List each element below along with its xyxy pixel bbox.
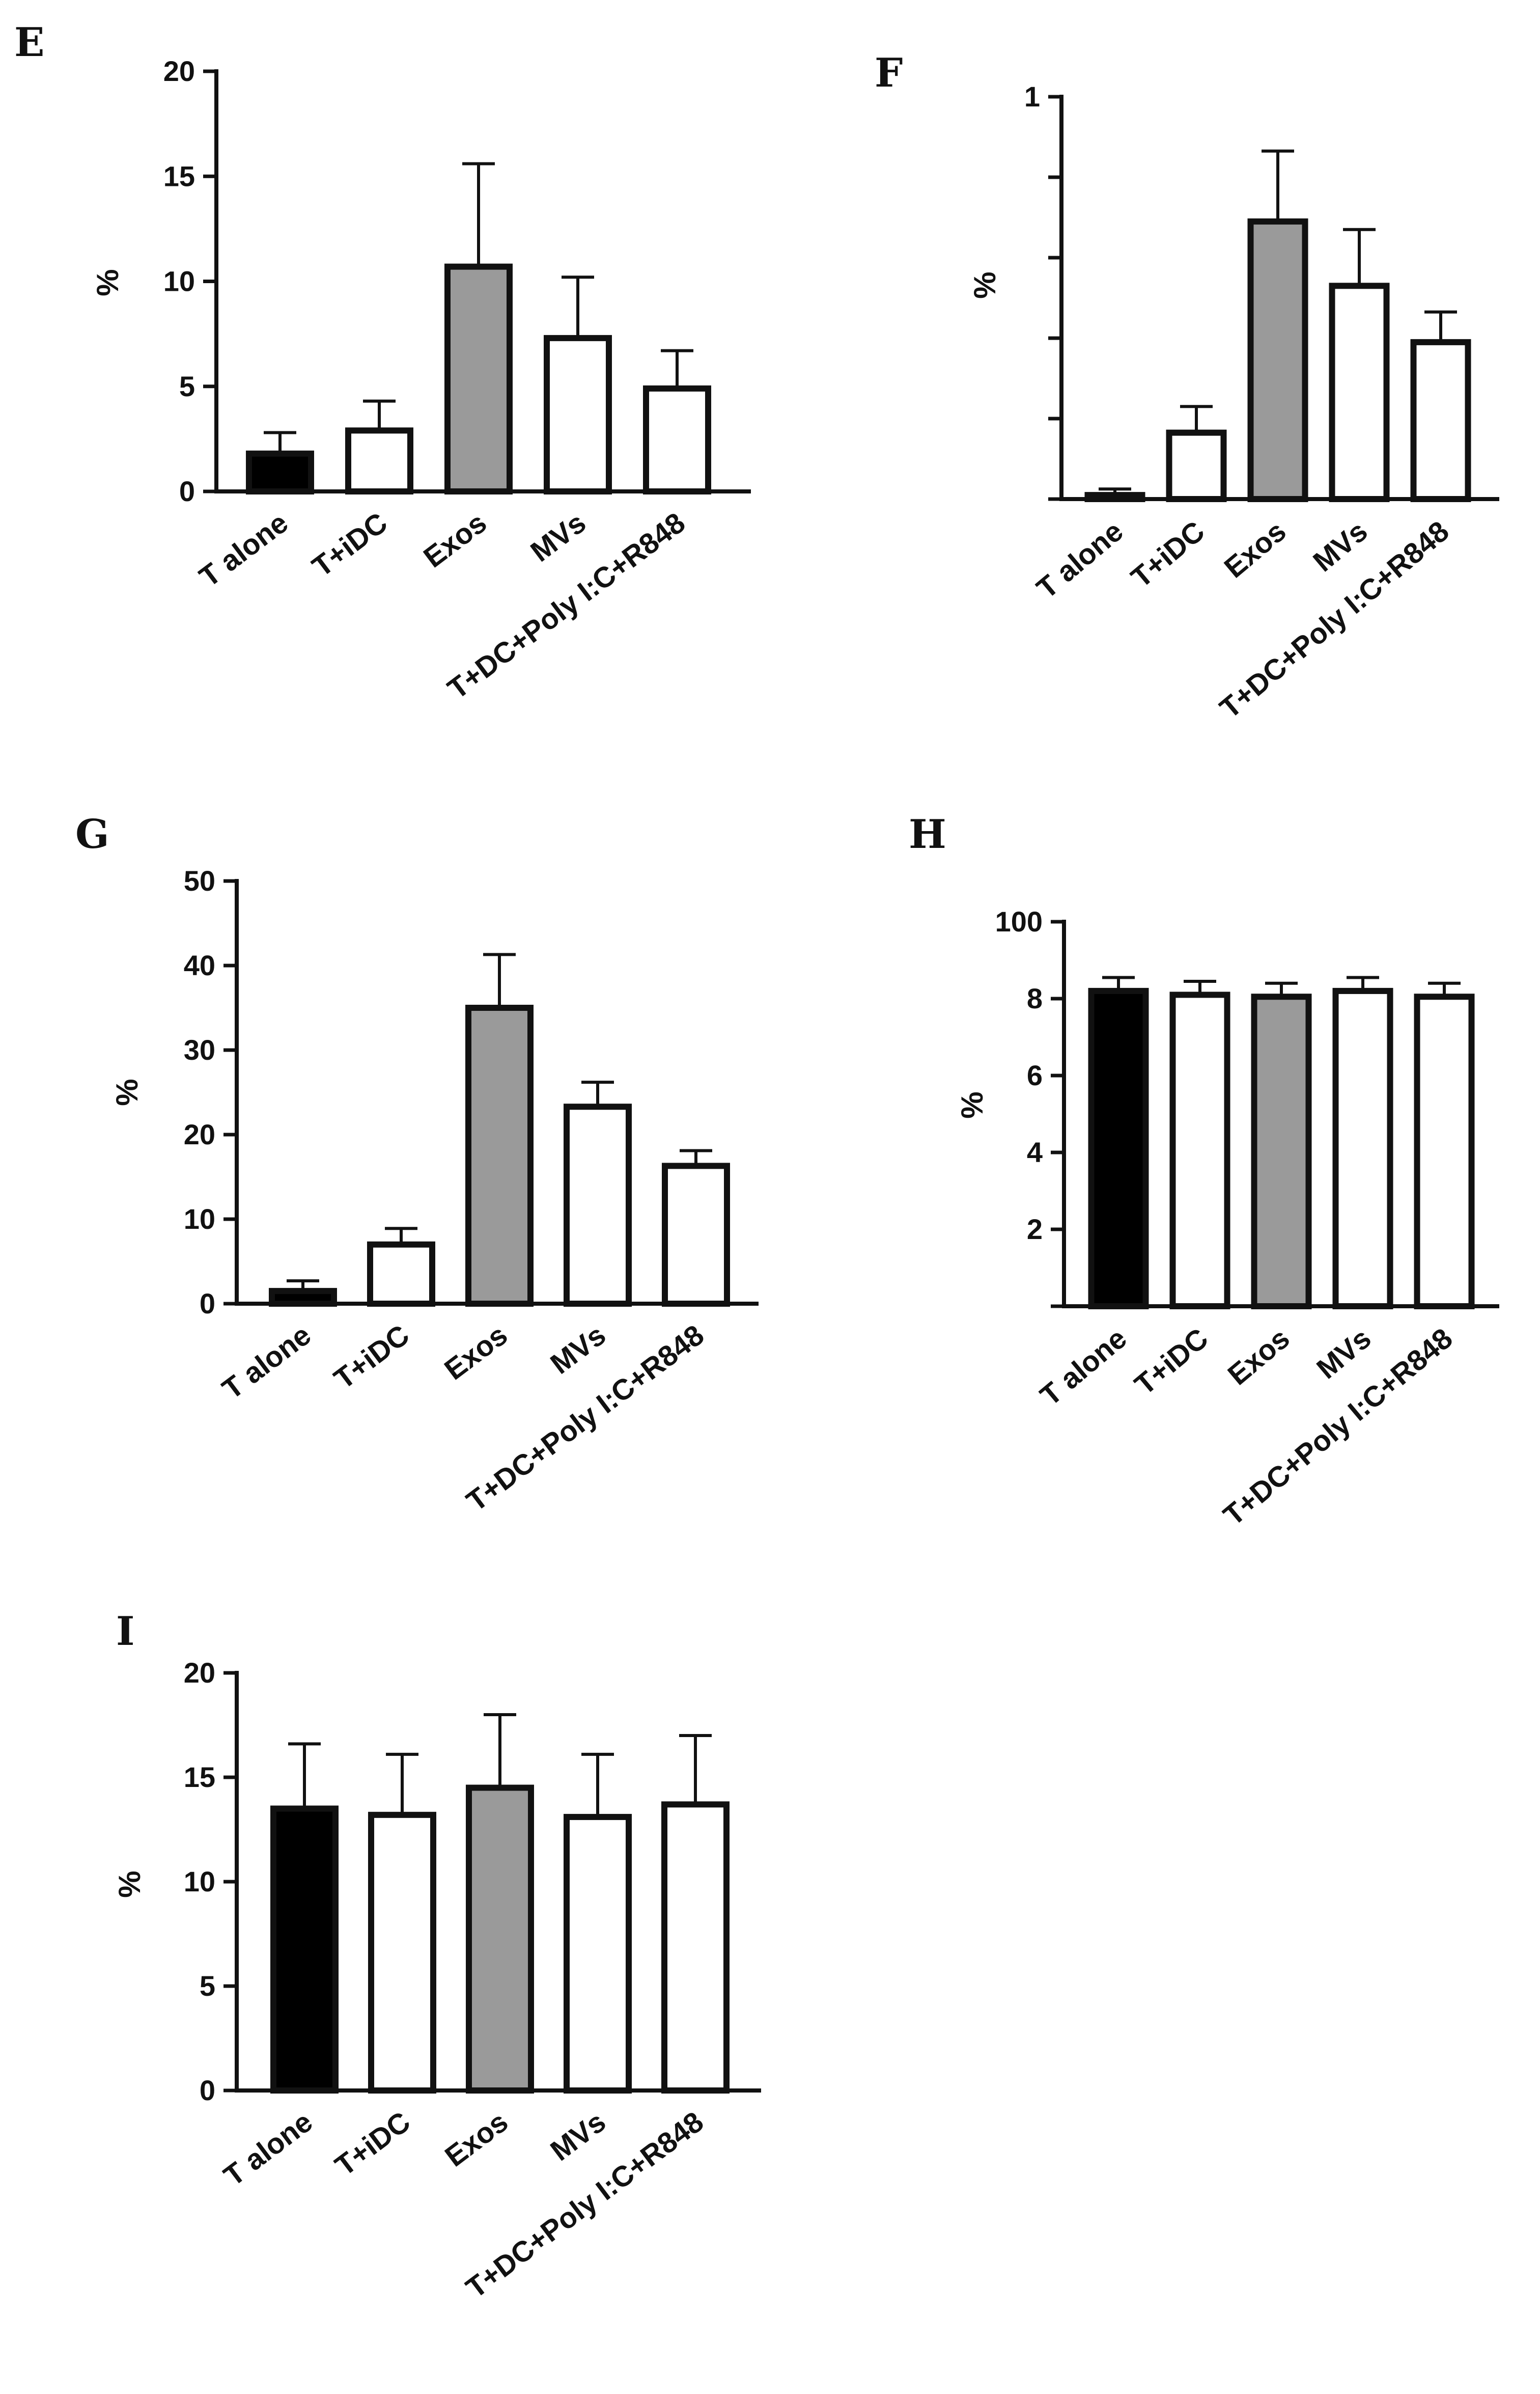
bar-g-3 [564,1104,632,1307]
y-tick-label-i-2: 10 [184,1865,215,1897]
bar-e-0 [246,450,314,494]
y-tick-label-g-5: 50 [184,865,215,897]
y-axis-title-e: % [91,269,125,296]
y-tick-label-i-4: 20 [184,1657,215,1689]
y-tick-label-g-1: 10 [184,1203,215,1235]
bar-g-4 [662,1163,730,1307]
bar-h-2 [1251,994,1312,1309]
y-tick-label-i-3: 15 [184,1761,215,1793]
bar-i-0 [270,1805,339,2094]
y-tick-label-g-4: 40 [184,949,215,981]
bar-f-1 [1166,429,1227,503]
bar-e-1 [345,427,413,494]
y-tick-label-e-0: 0 [179,475,195,507]
y-tick-label-f-5: 1 [1024,80,1040,113]
bar-i-1 [368,1811,436,2094]
bar-f-2 [1247,218,1308,502]
bar-e-3 [544,335,612,494]
y-tick-label-e-4: 20 [163,55,195,87]
y-axis-title-h: % [955,1091,989,1118]
panel-letter-e: E [14,19,44,66]
y-tick-label-h-1: 2 [1027,1213,1043,1245]
bar-f-4 [1410,339,1471,503]
bar-h-4 [1414,994,1475,1309]
bar-h-0 [1088,987,1149,1309]
bar-e-4 [643,385,711,494]
bar-i-3 [564,1813,632,2094]
bar-i-2 [466,1784,534,2094]
bar-e-2 [444,263,513,494]
bar-g-2 [465,1005,534,1307]
y-tick-label-e-2: 10 [163,265,195,297]
bar-h-3 [1332,987,1393,1309]
y-axis-title-g: % [110,1079,144,1106]
panel-letter-h: H [909,811,946,858]
y-tick-label-h-3: 6 [1027,1059,1043,1091]
y-tick-label-e-3: 15 [163,160,195,192]
y-axis-title-i: % [113,1870,147,1897]
bar-h-1 [1169,992,1230,1309]
y-tick-label-g-0: 0 [200,1287,215,1319]
y-tick-label-i-1: 5 [200,1970,215,2002]
bar-i-4 [661,1801,730,2094]
panel-letter-f: F [875,50,903,96]
y-tick-label-h-5: 100 [995,905,1043,938]
y-tick-label-h-4: 8 [1027,982,1043,1014]
y-tick-label-g-2: 20 [184,1118,215,1150]
panel-letter-g: G [75,811,109,858]
panel-letter-i: I [116,1608,135,1655]
y-tick-label-h-2: 4 [1027,1136,1043,1168]
y-tick-label-g-3: 30 [184,1034,215,1066]
bar-g-1 [367,1241,435,1307]
y-axis-title-f: % [968,271,1002,298]
y-tick-label-i-0: 0 [200,2074,215,2106]
y-tick-label-e-1: 5 [179,370,195,402]
bar-f-3 [1329,283,1390,502]
